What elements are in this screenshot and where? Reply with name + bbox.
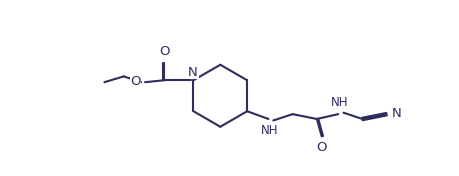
Text: N: N (391, 107, 400, 120)
Text: NH: NH (330, 96, 347, 109)
Text: O: O (130, 75, 140, 88)
Text: N: N (188, 66, 197, 79)
Text: O: O (159, 45, 169, 58)
Text: O: O (316, 141, 326, 154)
Text: NH: NH (260, 124, 278, 137)
